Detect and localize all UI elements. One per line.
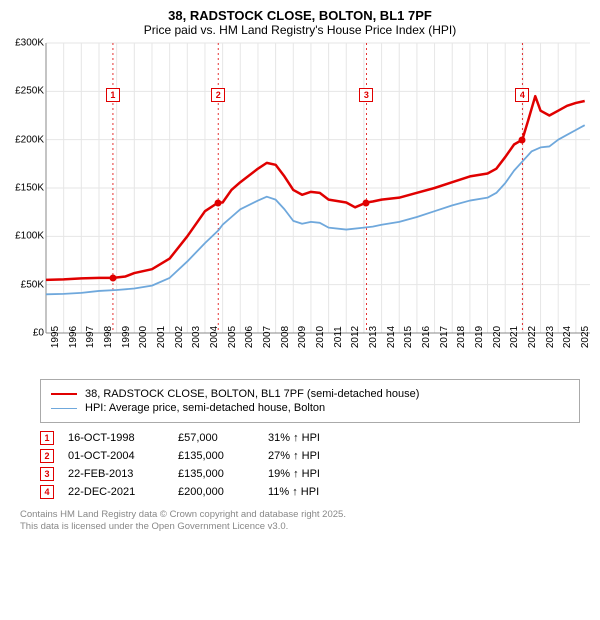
x-tick-label: 2016 [421, 326, 432, 348]
footer-line1: Contains HM Land Registry data © Crown c… [20, 509, 580, 521]
legend-item: HPI: Average price, semi-detached house,… [51, 402, 569, 414]
event-dot [519, 136, 526, 143]
x-tick-label: 2008 [280, 326, 291, 348]
footer-attribution: Contains HM Land Registry data © Crown c… [20, 509, 580, 534]
x-axis: 1995199619971998199920002001200220032004… [46, 335, 590, 373]
event-marker: 1 [40, 431, 54, 445]
x-tick-label: 1996 [68, 326, 79, 348]
event-row: 1 16-OCT-1998£57,00031% ↑ HPI [40, 431, 580, 445]
x-tick-label: 2025 [580, 326, 591, 348]
x-tick-label: 2000 [138, 326, 149, 348]
x-tick-label: 2022 [527, 326, 538, 348]
title-subtitle: Price paid vs. HM Land Registry's House … [10, 23, 590, 37]
event-row: 3 22-FEB-2013£135,00019% ↑ HPI [40, 467, 580, 481]
event-dot [215, 199, 222, 206]
event-delta: 19% ↑ HPI [268, 468, 348, 480]
legend-swatch [51, 408, 77, 409]
x-tick-label: 2003 [191, 326, 202, 348]
x-tick-label: 1999 [121, 326, 132, 348]
x-tick-label: 2017 [439, 326, 450, 348]
event-row: 4 22-DEC-2021£200,00011% ↑ HPI [40, 485, 580, 499]
plot-region: 1 2 3 4 [46, 43, 590, 333]
event-date: 01-OCT-2004 [68, 450, 178, 462]
x-tick-label: 2023 [545, 326, 556, 348]
x-tick-label: 1998 [103, 326, 114, 348]
event-dot [109, 274, 116, 281]
event-marker-box: 1 [106, 88, 120, 102]
legend-item: 38, RADSTOCK CLOSE, BOLTON, BL1 7PF (sem… [51, 388, 569, 400]
y-tick-label: £250K [15, 86, 44, 97]
event-marker-box: 3 [359, 88, 373, 102]
y-tick-label: £50K [21, 279, 44, 290]
x-tick-label: 2015 [403, 326, 414, 348]
chart-area: £0£50K£100K£150K£200K£250K£300K 1234 199… [10, 43, 590, 373]
y-tick-label: £100K [15, 231, 44, 242]
event-price: £135,000 [178, 450, 268, 462]
event-price: £200,000 [178, 486, 268, 498]
legend-label: HPI: Average price, semi-detached house,… [85, 402, 325, 414]
x-tick-label: 2018 [456, 326, 467, 348]
x-tick-label: 2004 [209, 326, 220, 348]
event-dot [363, 199, 370, 206]
y-tick-label: £300K [15, 38, 44, 49]
title-address: 38, RADSTOCK CLOSE, BOLTON, BL1 7PF [10, 8, 590, 23]
x-tick-label: 2024 [562, 326, 573, 348]
x-tick-label: 2014 [386, 326, 397, 348]
legend-swatch [51, 393, 77, 395]
event-marker: 2 [40, 449, 54, 463]
x-tick-label: 2019 [474, 326, 485, 348]
x-tick-label: 2020 [492, 326, 503, 348]
event-marker-box: 2 [211, 88, 225, 102]
event-marker-box: 4 [515, 88, 529, 102]
x-tick-label: 2021 [509, 326, 520, 348]
x-tick-label: 2001 [156, 326, 167, 348]
y-tick-label: £0 [33, 328, 44, 339]
x-tick-label: 2011 [333, 326, 344, 348]
x-tick-label: 2005 [227, 326, 238, 348]
y-tick-label: £150K [15, 183, 44, 194]
x-tick-label: 1997 [85, 326, 96, 348]
x-tick-label: 2010 [315, 326, 326, 348]
events-table: 1 16-OCT-1998£57,00031% ↑ HPI 2 01-OCT-2004… [40, 431, 580, 499]
y-tick-label: £200K [15, 134, 44, 145]
event-date: 22-DEC-2021 [68, 486, 178, 498]
event-marker: 3 [40, 467, 54, 481]
legend: 38, RADSTOCK CLOSE, BOLTON, BL1 7PF (sem… [40, 379, 580, 423]
y-axis: £0£50K£100K£150K£200K£250K£300K [10, 43, 46, 373]
event-date: 22-FEB-2013 [68, 468, 178, 480]
x-tick-label: 2012 [350, 326, 361, 348]
x-tick-label: 2002 [174, 326, 185, 348]
event-row: 2 01-OCT-2004£135,00027% ↑ HPI [40, 449, 580, 463]
footer-line2: This data is licensed under the Open Gov… [20, 521, 580, 533]
event-delta: 27% ↑ HPI [268, 450, 348, 462]
legend-label: 38, RADSTOCK CLOSE, BOLTON, BL1 7PF (sem… [85, 388, 419, 400]
event-price: £57,000 [178, 432, 268, 444]
chart-title: 38, RADSTOCK CLOSE, BOLTON, BL1 7PF Pric… [10, 8, 590, 37]
event-date: 16-OCT-1998 [68, 432, 178, 444]
event-delta: 31% ↑ HPI [268, 432, 348, 444]
x-tick-label: 2006 [244, 326, 255, 348]
x-tick-label: 2013 [368, 326, 379, 348]
event-price: £135,000 [178, 468, 268, 480]
event-marker: 4 [40, 485, 54, 499]
x-tick-label: 2009 [297, 326, 308, 348]
x-tick-label: 1995 [50, 326, 61, 348]
x-tick-label: 2007 [262, 326, 273, 348]
event-delta: 11% ↑ HPI [268, 486, 348, 498]
